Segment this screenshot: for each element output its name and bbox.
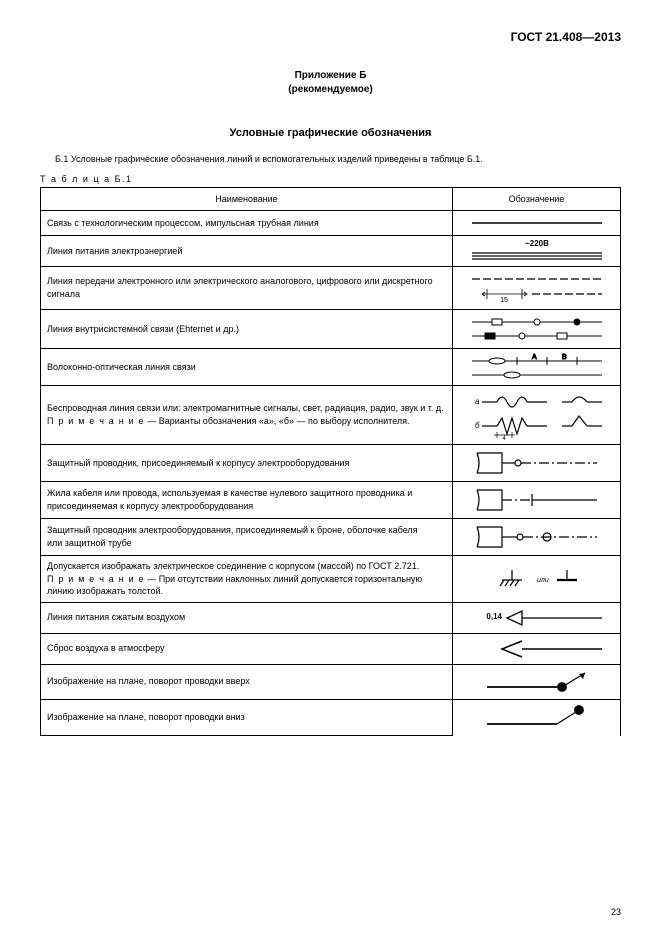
intro-text: Б.1 Условные графические обозначения лин… — [40, 154, 621, 164]
symbols-table: Наименование Обозначение Связь с техноло… — [40, 187, 621, 736]
row-name: Защитный проводник электрооборудования, … — [41, 519, 453, 556]
row-symbol — [453, 519, 621, 556]
page-number: 23 — [611, 907, 621, 917]
row-symbol — [453, 633, 621, 664]
col-name-header: Наименование — [41, 188, 453, 211]
table-row: Линия передачи электронного или электрич… — [41, 267, 621, 310]
row-name: Изображение на плане, поворот проводки в… — [41, 664, 453, 699]
row-symbol: или — [453, 556, 621, 603]
appendix-line2: (рекомендуемое) — [288, 84, 372, 95]
table-row: Линия питания сжатым воздухом 0,14 — [41, 602, 621, 633]
row-name: Изображение на плане, поворот проводки в… — [41, 699, 453, 736]
row-symbol — [453, 699, 621, 736]
row-symbol: ~220В — [453, 236, 621, 267]
svg-text:А: А — [532, 354, 537, 361]
table-caption: Т а б л и ц а Б.1 — [40, 174, 621, 184]
row-name: Защитный проводник, присоединяемый к кор… — [41, 445, 453, 482]
table-row: Связь с технологическим процессом, импул… — [41, 211, 621, 236]
appendix-line1: Приложение Б — [295, 70, 367, 81]
table-row: Жила кабеля или провода, используемая в … — [41, 482, 621, 519]
svg-text:б: б — [475, 421, 480, 430]
row-name: Связь с технологическим процессом, импул… — [41, 211, 453, 236]
table-row: Защитный проводник электрооборудования, … — [41, 519, 621, 556]
table-row: Защитный проводник, присоединяемый к кор… — [41, 445, 621, 482]
row-name: Линия питания электроэнергией — [41, 236, 453, 267]
table-row: Линия питания электроэнергией ~220В — [41, 236, 621, 267]
row-name: Линия питания сжатым воздухом — [41, 602, 453, 633]
table-header-row: Наименование Обозначение — [41, 188, 621, 211]
col-symbol-header: Обозначение — [453, 188, 621, 211]
table-row: Сброс воздуха в атмосферу — [41, 633, 621, 664]
row-name: Жила кабеля или провода, используемая в … — [41, 482, 453, 519]
row-symbol — [453, 664, 621, 699]
section-title: Условные графические обозначения — [40, 127, 621, 139]
appendix-title: Приложение Б (рекомендуемое) — [40, 69, 621, 97]
svg-text:или: или — [537, 577, 549, 584]
row-symbol — [453, 310, 621, 349]
table-row: Изображение на плане, поворот проводки в… — [41, 664, 621, 699]
svg-text:а: а — [475, 397, 480, 406]
document-code: ГОСТ 21.408—2013 — [40, 30, 621, 44]
row-name: Беспроводная линия связи или: электромаг… — [41, 386, 453, 445]
row-symbol — [453, 445, 621, 482]
row-name: Допускается изображать электрическое сое… — [41, 556, 453, 603]
row-symbol: а б — [453, 386, 621, 445]
table-row: Допускается изображать электрическое сое… — [41, 556, 621, 603]
row-symbol: 0,14 — [453, 602, 621, 633]
table-row: Волоконно-оптическая линия связи А В — [41, 349, 621, 386]
svg-text:В: В — [562, 354, 567, 361]
row-symbol — [453, 211, 621, 236]
dim-label: 15 — [500, 297, 508, 304]
page: ГОСТ 21.408—2013 Приложение Б (рекоменду… — [0, 0, 661, 935]
table-row: Изображение на плане, поворот проводки в… — [41, 699, 621, 736]
voltage-label: ~220В — [525, 239, 549, 248]
table-row: Беспроводная линия связи или: электромаг… — [41, 386, 621, 445]
row-name: Сброс воздуха в атмосферу — [41, 633, 453, 664]
table-row: Линия внутрисистемной связи (Ehternet и … — [41, 310, 621, 349]
row-symbol: 15 — [453, 267, 621, 310]
row-symbol: А В — [453, 349, 621, 386]
row-symbol — [453, 482, 621, 519]
svg-text:4: 4 — [502, 436, 506, 442]
svg-text:0,14: 0,14 — [486, 612, 502, 621]
row-name: Линия внутрисистемной связи (Ehternet и … — [41, 310, 453, 349]
row-name: Волоконно-оптическая линия связи — [41, 349, 453, 386]
row-name: Линия передачи электронного или электрич… — [41, 267, 453, 310]
